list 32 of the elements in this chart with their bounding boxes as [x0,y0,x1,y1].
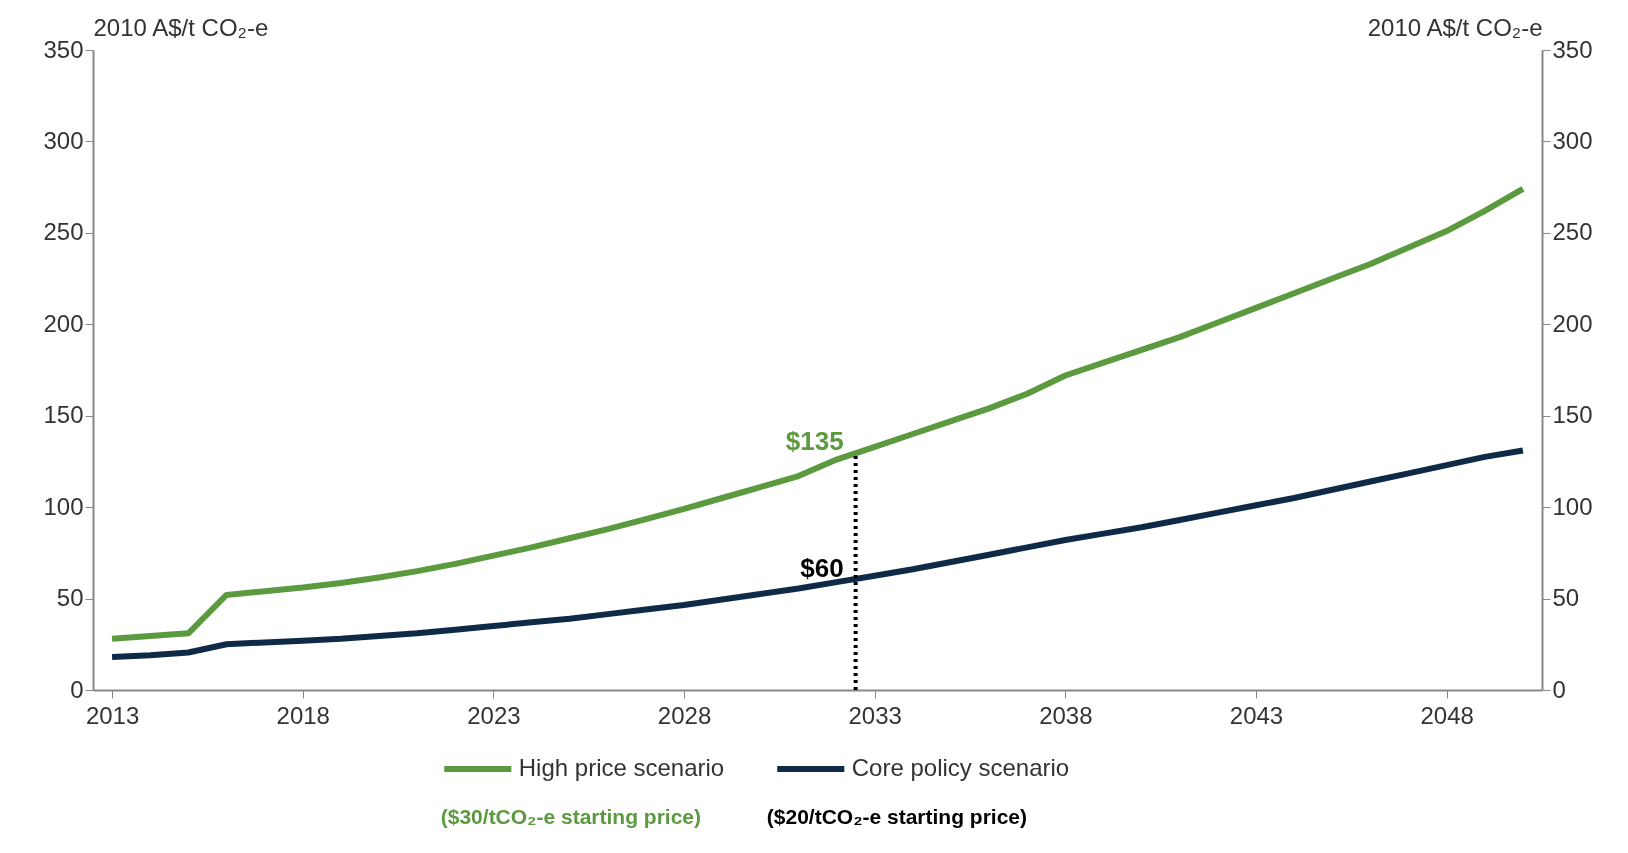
x-tick-label: 2028 [657,701,712,729]
y-tick-label: 100 [43,492,84,520]
y2-tick-label: 200 [1552,309,1593,337]
text: ($30/tCO₂-e starting price) [440,805,701,828]
y-tick-label: 300 [43,126,84,154]
y2-tick-label: 50 [1552,584,1580,612]
y2-axis-title: 2010 A$/t CO₂-e [1367,13,1543,41]
y2-tick-label: 250 [1552,218,1593,246]
annotation: $135 [785,426,844,457]
y-axis-title: 2010 A$/t CO₂-e [93,13,269,41]
x-tick-label: 2018 [276,701,330,729]
legend-label: Core policy scenario [851,754,1070,781]
y-tick-label: 350 [43,35,84,63]
legend-label: High price scenario [518,754,725,781]
x-tick-label: 2048 [1420,701,1474,729]
y-tick-label: 250 [43,218,84,246]
x-tick-label: 2033 [848,701,902,729]
annotation: $60 [800,553,844,584]
x-tick-label: 2043 [1229,701,1284,729]
y2-tick-label: 0 [1552,675,1566,703]
y-tick-label: 50 [56,584,84,612]
y2-tick-label: 100 [1552,492,1593,520]
y-tick-label: 150 [43,401,84,429]
y2-tick-label: 150 [1552,401,1593,429]
text: ($20/tCO₂-e starting price) [766,805,1028,828]
x-tick-label: 2038 [1039,701,1093,729]
y2-tick-label: 300 [1552,126,1593,154]
y2-tick-label: 350 [1552,35,1593,63]
y-tick-label: 200 [43,309,84,337]
x-tick-label: 2023 [467,701,521,729]
x-tick-label: 2013 [85,701,140,729]
y-tick-label: 0 [70,675,84,703]
